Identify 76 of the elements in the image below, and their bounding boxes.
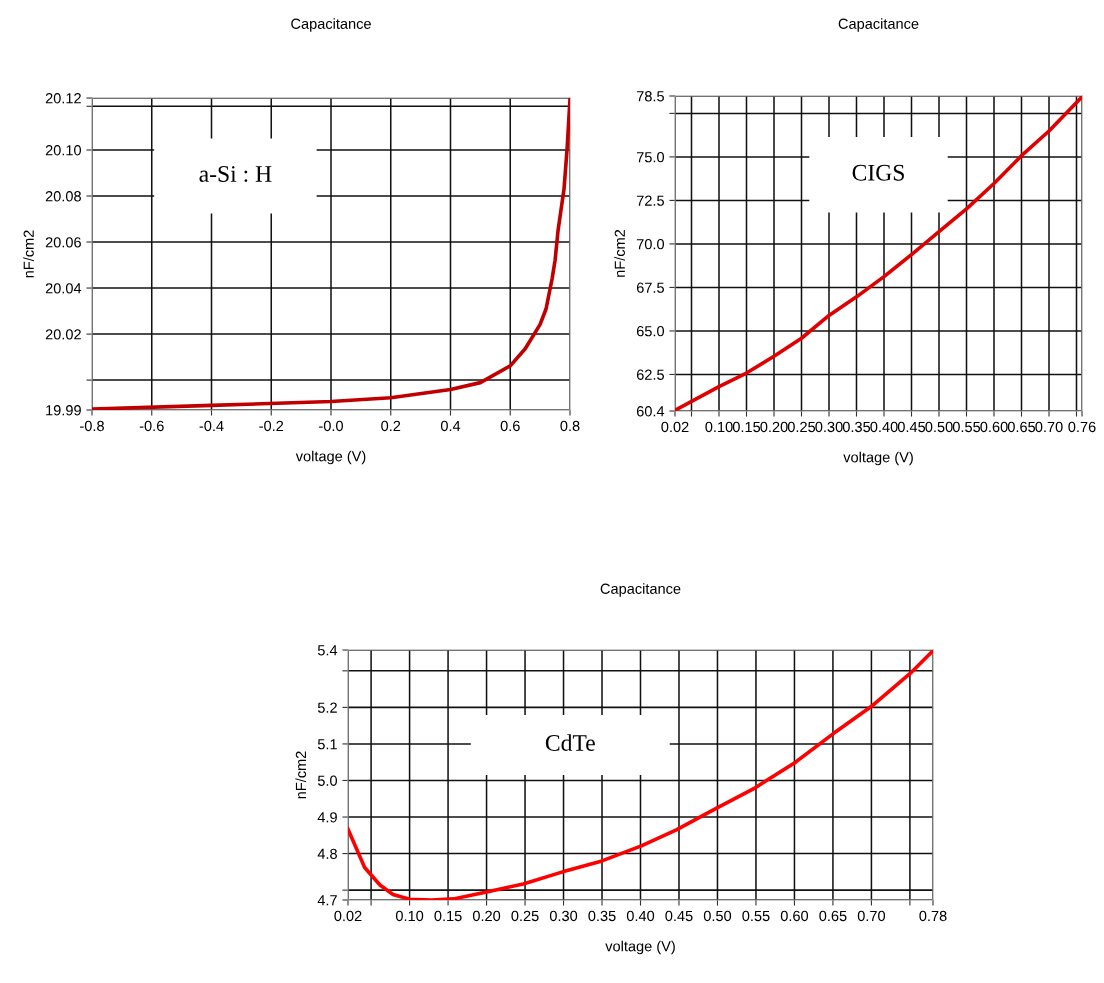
line-series xyxy=(92,98,570,410)
y-tick-label: 65.0 xyxy=(636,326,665,337)
y-tick-label: 78.5 xyxy=(636,91,664,102)
x-tick-label: 0.78 xyxy=(919,910,947,922)
y-tick-label: 4.7 xyxy=(317,895,337,906)
x-axis-title: voltage (V) xyxy=(295,450,366,465)
x-axis-title: voltage (V) xyxy=(605,940,675,955)
y-tick-label: 20.04 xyxy=(45,283,82,294)
x-tick-label: 0.60 xyxy=(780,910,809,922)
x-tick-label: 0.70 xyxy=(1035,421,1063,433)
x-tick-label: 0.25 xyxy=(787,421,816,433)
x-tick-label: -0.6 xyxy=(139,420,164,432)
x-tick-label: 0.20 xyxy=(760,421,788,433)
y-tick-label: 5.2 xyxy=(317,702,337,713)
y-tick-label: 72.5 xyxy=(636,195,664,206)
y-tick-label: 5.1 xyxy=(317,739,337,750)
chart-title: Capacitance xyxy=(291,18,371,32)
y-tick-label: 20.06 xyxy=(45,237,81,248)
x-tick-label: 0.55 xyxy=(742,910,770,922)
y-tick-label: 67.5 xyxy=(636,282,664,293)
y-tick-label: 62.5 xyxy=(636,369,664,380)
line-series xyxy=(675,96,1082,411)
x-tick-label: -0.8 xyxy=(80,420,104,432)
x-tick-label: 0.25 xyxy=(511,910,539,922)
y-axis-title: nF/cm2 xyxy=(23,230,34,278)
y-axis-title: nF/cm2 xyxy=(295,751,307,799)
x-tick-label: 0.35 xyxy=(842,421,871,433)
y-tick-label: 60.4 xyxy=(636,406,665,417)
x-tick-label: 0.60 xyxy=(980,421,1008,433)
annotation: CIGS xyxy=(852,164,904,181)
x-tick-label: 0.4 xyxy=(440,420,461,432)
y-tick-label: 20.12 xyxy=(45,93,81,104)
x-tick-label: 0.15 xyxy=(434,910,462,922)
y-tick-label: 20.08 xyxy=(45,191,81,202)
x-tick-label: 0.50 xyxy=(925,421,953,433)
x-tick-label: 0.45 xyxy=(665,910,693,922)
chart-title: Capacitance xyxy=(600,583,681,597)
x-tick-label: -0.4 xyxy=(199,420,224,432)
x-tick-label: 0.40 xyxy=(870,421,898,433)
x-axis-title: voltage (V) xyxy=(843,451,913,466)
x-tick-label: 0.6 xyxy=(500,420,520,432)
x-tick-label: -0.2 xyxy=(259,420,284,432)
x-tick-label: 0.30 xyxy=(815,421,843,433)
x-tick-label: 0.02 xyxy=(661,421,689,433)
x-tick-label: 0.30 xyxy=(549,910,578,922)
x-tick-label: 0.70 xyxy=(857,910,886,922)
y-tick-label: 4.9 xyxy=(317,812,337,823)
line-series xyxy=(348,650,933,900)
x-tick-label: 0.2 xyxy=(381,420,401,432)
chart-title: Capacitance xyxy=(838,18,919,32)
y-tick-label: 20.10 xyxy=(45,145,82,156)
y-tick-label: 5.4 xyxy=(317,645,338,656)
x-tick-label: 0.35 xyxy=(588,910,616,922)
x-tick-label: 0.10 xyxy=(395,910,424,922)
y-tick-label: 20.02 xyxy=(45,329,81,340)
x-tick-label: 0.45 xyxy=(897,421,926,433)
x-tick-label: 0.65 xyxy=(819,910,847,922)
x-tick-label: 0.76 xyxy=(1068,421,1096,433)
x-tick-label: 0.65 xyxy=(1007,421,1036,433)
y-tick-label: 70.0 xyxy=(636,239,665,250)
annotation: a-Si : H xyxy=(199,166,272,183)
x-tick-label: -0.0 xyxy=(319,420,343,432)
y-tick-label: 19.99 xyxy=(46,405,81,416)
x-tick-label: 0.15 xyxy=(732,421,761,433)
x-tick-label: 0.20 xyxy=(472,910,501,922)
x-tick-label: 0.50 xyxy=(703,910,732,922)
annotation: CdTe xyxy=(545,734,595,751)
x-tick-label: 0.55 xyxy=(952,421,981,433)
y-axis-title: nF/cm2 xyxy=(614,229,625,277)
x-tick-label: 0.02 xyxy=(334,910,362,922)
y-tick-label: 75.0 xyxy=(636,152,665,163)
x-tick-label: 0.40 xyxy=(626,910,655,922)
y-tick-label: 4.8 xyxy=(317,848,337,860)
x-tick-label: 0.8 xyxy=(560,420,580,432)
x-tick-label: 0.10 xyxy=(705,421,733,433)
y-tick-label: 5.0 xyxy=(317,775,338,786)
